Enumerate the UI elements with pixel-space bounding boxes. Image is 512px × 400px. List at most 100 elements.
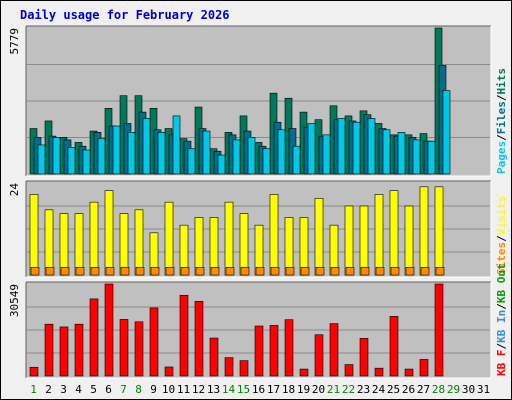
bar-visits-day-24 [374, 194, 384, 276]
bar-kb-f-day-18 [284, 319, 294, 377]
day-label-5: 5 [90, 383, 97, 396]
bar-pages-day-16 [262, 148, 271, 175]
day-label-27: 27 [417, 383, 430, 396]
day-label-23: 23 [357, 383, 370, 396]
bar-kb-f-day-21 [329, 323, 339, 377]
bar-sites-day-3 [60, 267, 70, 276]
legend-separator: / [495, 303, 508, 310]
day-label-8: 8 [135, 383, 142, 396]
bar-sites-day-2 [45, 267, 55, 276]
day-label-19: 19 [297, 383, 310, 396]
bar-kb-f-day-23 [359, 338, 369, 377]
panel-hits: 5779 [8, 25, 492, 177]
bar-visits-day-23 [359, 205, 369, 276]
bar-sites-day-4 [75, 267, 85, 276]
bar-kb-f-day-28 [434, 283, 444, 377]
bar-pages-day-14 [232, 139, 241, 175]
bar-sites-day-26 [405, 267, 415, 276]
bar-kb-f-day-26 [404, 368, 414, 377]
bar-pages-day-21 [337, 118, 346, 175]
bar-pages-day-6 [112, 125, 121, 175]
bar-kb-f-day-9 [149, 307, 159, 377]
bar-sites-day-18 [285, 267, 295, 276]
bar-kb-f-day-4 [74, 323, 84, 377]
bar-kb-f-day-3 [59, 326, 69, 377]
bar-pages-day-5 [97, 138, 106, 175]
legend-entry-pages: Pages [495, 141, 508, 174]
bar-sites-day-19 [300, 267, 310, 276]
bar-visits-day-13 [209, 217, 219, 276]
bar-visits-day-28 [434, 186, 444, 276]
bar-pages-day-9 [157, 132, 166, 175]
bar-visits-day-1 [29, 194, 39, 276]
ymax-label-visits: 24 [8, 183, 21, 197]
bar-kb-f-day-12 [194, 301, 204, 377]
bar-sites-day-23 [360, 267, 370, 276]
day-label-6: 6 [105, 383, 112, 396]
day-label-21: 21 [327, 383, 340, 396]
bar-pages-day-2 [52, 137, 61, 175]
bar-kb-f-day-10 [164, 366, 174, 377]
day-label-31: 31 [477, 383, 490, 396]
bar-pages-day-17 [277, 129, 286, 175]
panel-kb: 30549 [8, 281, 492, 379]
day-label-1: 1 [30, 383, 37, 396]
legend-separator: / [495, 94, 508, 101]
bar-pages-day-23 [367, 118, 376, 175]
bar-pages-day-12 [202, 130, 211, 175]
bar-sites-day-1 [30, 267, 40, 276]
bar-kb-f-day-19 [299, 368, 309, 377]
bar-pages-day-10 [172, 115, 181, 175]
legend-separator: / [495, 134, 508, 141]
day-label-26: 26 [402, 383, 415, 396]
day-axis: 1 2 3 4 5 6 7 8 9 10 11 12 13 14 15 16 17 18 19 20 21 22 23 24 2… [30, 383, 490, 396]
day-label-25: 25 [387, 383, 400, 396]
day-label-17: 17 [267, 383, 280, 396]
day-label-30: 30 [462, 383, 475, 396]
legend-separator: / [495, 343, 508, 350]
bar-pages-day-24 [382, 129, 391, 175]
legend-entry-hits: Hits [495, 68, 508, 95]
bar-pages-day-27 [427, 140, 436, 175]
bar-sites-day-20 [315, 267, 325, 276]
bar-pages-day-4 [82, 149, 91, 175]
panel-visits: 24 [8, 180, 492, 278]
bar-kb-f-day-20 [314, 334, 324, 377]
legend-entry-sites: Sites [495, 242, 508, 275]
bar-visits-day-27 [419, 186, 429, 276]
day-label-4: 4 [75, 383, 82, 396]
bar-pages-day-15 [247, 137, 256, 175]
bar-pages-day-3 [67, 147, 76, 175]
bar-sites-day-25 [390, 267, 400, 276]
bar-kb-f-day-14 [224, 357, 234, 377]
bar-visits-day-6 [104, 190, 114, 276]
legend-entry-visits: Visits [495, 196, 508, 236]
bar-kb-f-day-6 [104, 283, 114, 377]
bar-visits-day-15 [239, 213, 249, 276]
day-label-9: 9 [150, 383, 157, 396]
bar-kb-f-day-27 [419, 359, 429, 377]
bar-sites-day-24 [375, 267, 385, 276]
legend-entry-kb-in: KB In [495, 310, 508, 343]
day-label-16: 16 [252, 383, 265, 396]
bar-pages-day-8 [142, 118, 151, 175]
bar-sites-day-7 [120, 267, 130, 276]
bar-visits-day-8 [134, 209, 144, 276]
bar-sites-day-17 [270, 267, 280, 276]
bar-pages-day-11 [187, 148, 196, 175]
chart-panels: 5779 24 30549 [8, 25, 492, 379]
bar-visits-day-20 [314, 198, 324, 276]
bar-kb-f-day-25 [389, 316, 399, 377]
bar-kb-f-day-8 [134, 321, 144, 377]
bar-pages-day-26 [412, 139, 421, 175]
bar-kb-f-day-7 [119, 319, 129, 377]
bar-pages-day-18 [292, 145, 301, 175]
bar-sites-day-27 [420, 267, 430, 276]
day-label-20: 20 [312, 383, 325, 396]
bar-pages-day-13 [217, 154, 226, 175]
day-label-11: 11 [177, 383, 190, 396]
ymax-label-kb: 30549 [8, 284, 21, 317]
chart-title: Daily usage for February 2026 [20, 8, 230, 22]
bar-sites-day-10 [165, 267, 175, 276]
day-label-12: 12 [192, 383, 205, 396]
